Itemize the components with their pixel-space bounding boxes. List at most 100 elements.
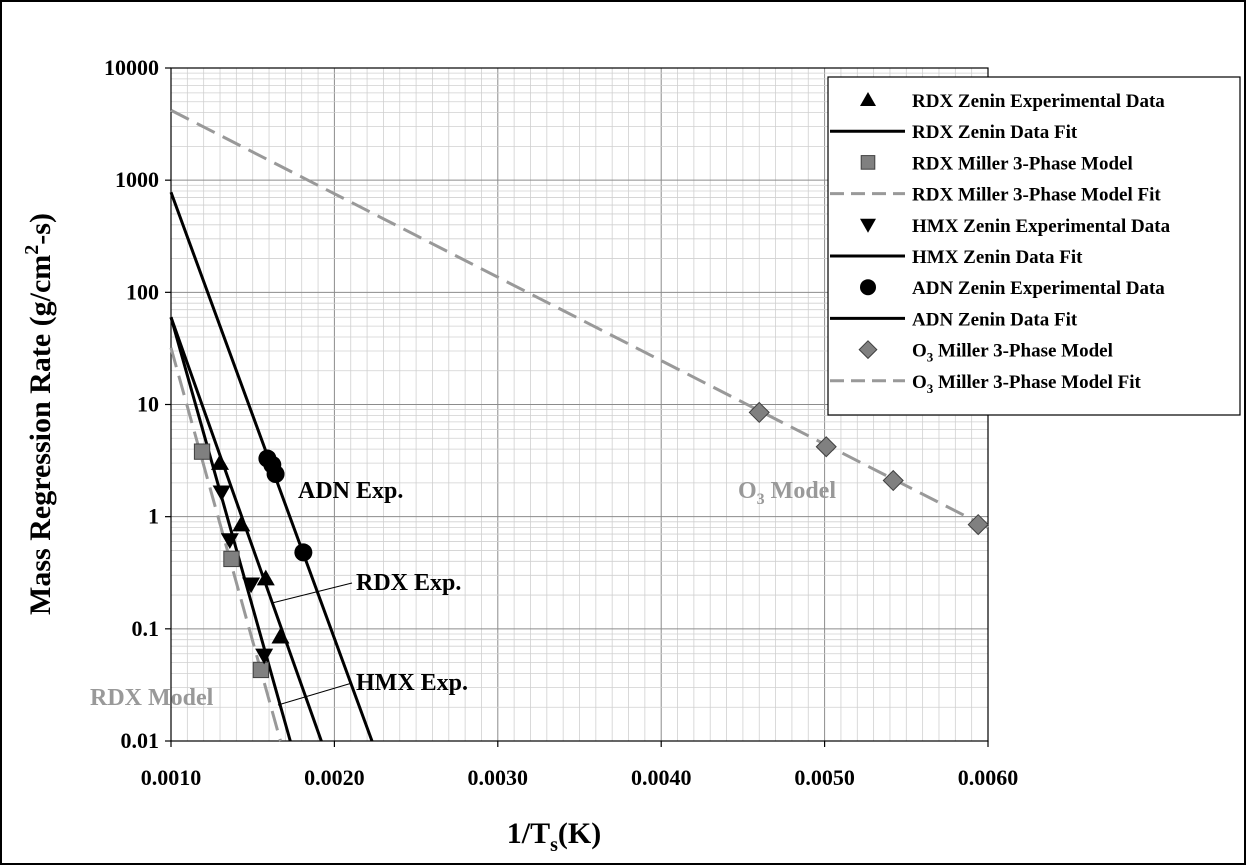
series-hmx-zenin-data-fit bbox=[169, 316, 292, 742]
data-point bbox=[967, 513, 989, 536]
x-axis-title-tail: (K) bbox=[558, 817, 601, 850]
y-tick-label: 100 bbox=[126, 279, 159, 304]
legend-entry: RDX Miller 3-Phase Model Fit bbox=[830, 185, 1161, 206]
annotation-o3-model-main: O bbox=[738, 478, 757, 504]
hmx-exp-leader-line bbox=[277, 682, 353, 706]
legend-label: RDX Zenin Experimental Data bbox=[912, 91, 1165, 112]
legend-label-text: RDX Zenin Experimental Data bbox=[912, 91, 1165, 112]
legend-marker bbox=[860, 92, 876, 106]
series-o3-miller-3-phase-model bbox=[748, 401, 989, 536]
legend-label-tail: Miller 3-Phase Model Fit bbox=[933, 372, 1141, 393]
series-rdx-miller-3-phase-model-fit bbox=[169, 347, 282, 742]
data-point bbox=[294, 543, 313, 562]
legend-label-sub: 3 bbox=[927, 381, 934, 396]
legend-label-tail: Miller 3-Phase Model bbox=[933, 341, 1113, 362]
legend-entry: ADN Zenin Data Fit bbox=[830, 309, 1078, 330]
legend-label: ADN Zenin Data Fit bbox=[912, 309, 1078, 330]
legend-label: O3 Miller 3-Phase Model Fit bbox=[912, 372, 1141, 396]
x-tick-label: 0.0010 bbox=[141, 765, 202, 790]
data-point bbox=[815, 436, 837, 458]
y-tick-label: 1 bbox=[148, 504, 159, 529]
data-point bbox=[211, 454, 230, 470]
legend-entry: ADN Zenin Experimental Data bbox=[860, 278, 1165, 299]
legend-label-sub: 3 bbox=[927, 350, 934, 365]
y-tick-label: 1000 bbox=[115, 167, 159, 192]
fit-line bbox=[169, 347, 282, 742]
x-tick-label: 0.0050 bbox=[794, 765, 855, 790]
legend-label-text: RDX Miller 3-Phase Model bbox=[912, 153, 1133, 174]
data-point bbox=[266, 465, 285, 484]
legend-label: RDX Miller 3-Phase Model Fit bbox=[912, 185, 1161, 206]
legend-label: O3 Miller 3-Phase Model bbox=[912, 341, 1113, 365]
annotation-rdx-model: RDX Model bbox=[90, 685, 214, 711]
axes: 0.0010 0.0020 0.0030 0.0040 0.0050 0.0060 0.01… bbox=[104, 55, 1018, 790]
x-axis-title-sub: s bbox=[550, 834, 558, 856]
legend: RDX Zenin Experimental Data RDX Zenin Dat… bbox=[827, 76, 1241, 416]
annotation-hmx-exp: HMX Exp. bbox=[356, 670, 468, 696]
legend-entry: RDX Miller 3-Phase Model bbox=[860, 153, 1133, 174]
legend-marker bbox=[860, 279, 876, 296]
data-point bbox=[882, 469, 904, 492]
legend-entry: O3 Miller 3-Phase Model bbox=[858, 340, 1113, 365]
series-o3-miller-3-phase-model-fit bbox=[170, 108, 989, 529]
x-axis-title-main: 1/T bbox=[507, 817, 550, 850]
legend-label: HMX Zenin Experimental Data bbox=[912, 216, 1171, 237]
y-axis-title-sup: 2 bbox=[21, 245, 43, 255]
annotation-o3-model-sub: 3 bbox=[757, 491, 765, 508]
annotation-adn-exp: ADN Exp. bbox=[298, 478, 403, 504]
series-rdx-zenin-experimental-data bbox=[211, 454, 290, 644]
legend-label-text: RDX Zenin Data Fit bbox=[912, 122, 1078, 143]
data-series bbox=[169, 108, 989, 742]
legend-label-text: ADN Zenin Experimental Data bbox=[912, 278, 1165, 299]
legend-marker bbox=[858, 340, 878, 360]
data-point bbox=[220, 533, 239, 549]
legend-marker bbox=[860, 218, 876, 233]
data-point bbox=[212, 485, 231, 502]
y-tick-label: 0.1 bbox=[132, 616, 160, 641]
annotations: ADN Exp. RDX Exp. HMX Exp. RDX Model O3 … bbox=[90, 478, 836, 711]
legend-label-text: RDX Miller 3-Phase Model Fit bbox=[912, 185, 1161, 206]
x-tick-label: 0.0020 bbox=[304, 765, 365, 790]
data-point bbox=[748, 401, 770, 424]
y-axis-title: Mass Regression Rate (g/cm2-s) bbox=[21, 213, 57, 615]
data-point bbox=[271, 627, 290, 644]
x-tick-label: 0.0040 bbox=[631, 765, 692, 790]
series-rdx-miller-3-phase-model bbox=[193, 443, 270, 679]
legend-entry: O3 Miller 3-Phase Model Fit bbox=[830, 372, 1141, 396]
legend-label-text: HMX Zenin Data Fit bbox=[912, 247, 1083, 268]
data-point bbox=[252, 661, 270, 679]
annotation-rdx-exp: RDX Exp. bbox=[356, 570, 461, 596]
legend-label: RDX Miller 3-Phase Model bbox=[912, 153, 1133, 174]
fit-line bbox=[170, 108, 989, 529]
data-point bbox=[193, 443, 211, 460]
data-point bbox=[232, 515, 251, 532]
legend-entries: RDX Zenin Experimental Data RDX Zenin Dat… bbox=[830, 91, 1171, 396]
legend-entry: RDX Zenin Experimental Data bbox=[860, 91, 1165, 112]
fit-line bbox=[169, 316, 292, 742]
legend-entry: HMX Zenin Data Fit bbox=[830, 247, 1083, 268]
legend-label: ADN Zenin Experimental Data bbox=[912, 278, 1165, 299]
data-point bbox=[255, 648, 274, 665]
y-tick-label: 10 bbox=[137, 392, 159, 417]
series-adn-zenin-experimental-data bbox=[258, 449, 313, 562]
data-point bbox=[223, 550, 240, 568]
y-axis-title-main: Mass Regression Rate (g/cm bbox=[24, 255, 57, 615]
rdx-exp-leader-line bbox=[271, 582, 353, 604]
legend-label-text: ADN Zenin Data Fit bbox=[912, 309, 1078, 330]
y-axis-title-tail: -s) bbox=[24, 213, 57, 245]
data-point bbox=[256, 569, 275, 586]
legend-entry: HMX Zenin Experimental Data bbox=[860, 216, 1171, 237]
data-point bbox=[242, 577, 261, 594]
legend-marker bbox=[860, 155, 876, 170]
legend-label: RDX Zenin Data Fit bbox=[912, 122, 1078, 143]
legend-box bbox=[827, 76, 1241, 416]
x-axis-title: 1/Ts(K) bbox=[507, 817, 601, 856]
y-tick-label: 0.01 bbox=[121, 728, 160, 753]
legend-label-text: O bbox=[912, 372, 927, 393]
legend-entry: RDX Zenin Data Fit bbox=[830, 122, 1078, 143]
legend-label: HMX Zenin Data Fit bbox=[912, 247, 1083, 268]
x-tick-label: 0.0030 bbox=[468, 765, 529, 790]
annotation-o3-model-tail: Model bbox=[765, 478, 837, 504]
legend-label-text: O bbox=[912, 341, 927, 362]
